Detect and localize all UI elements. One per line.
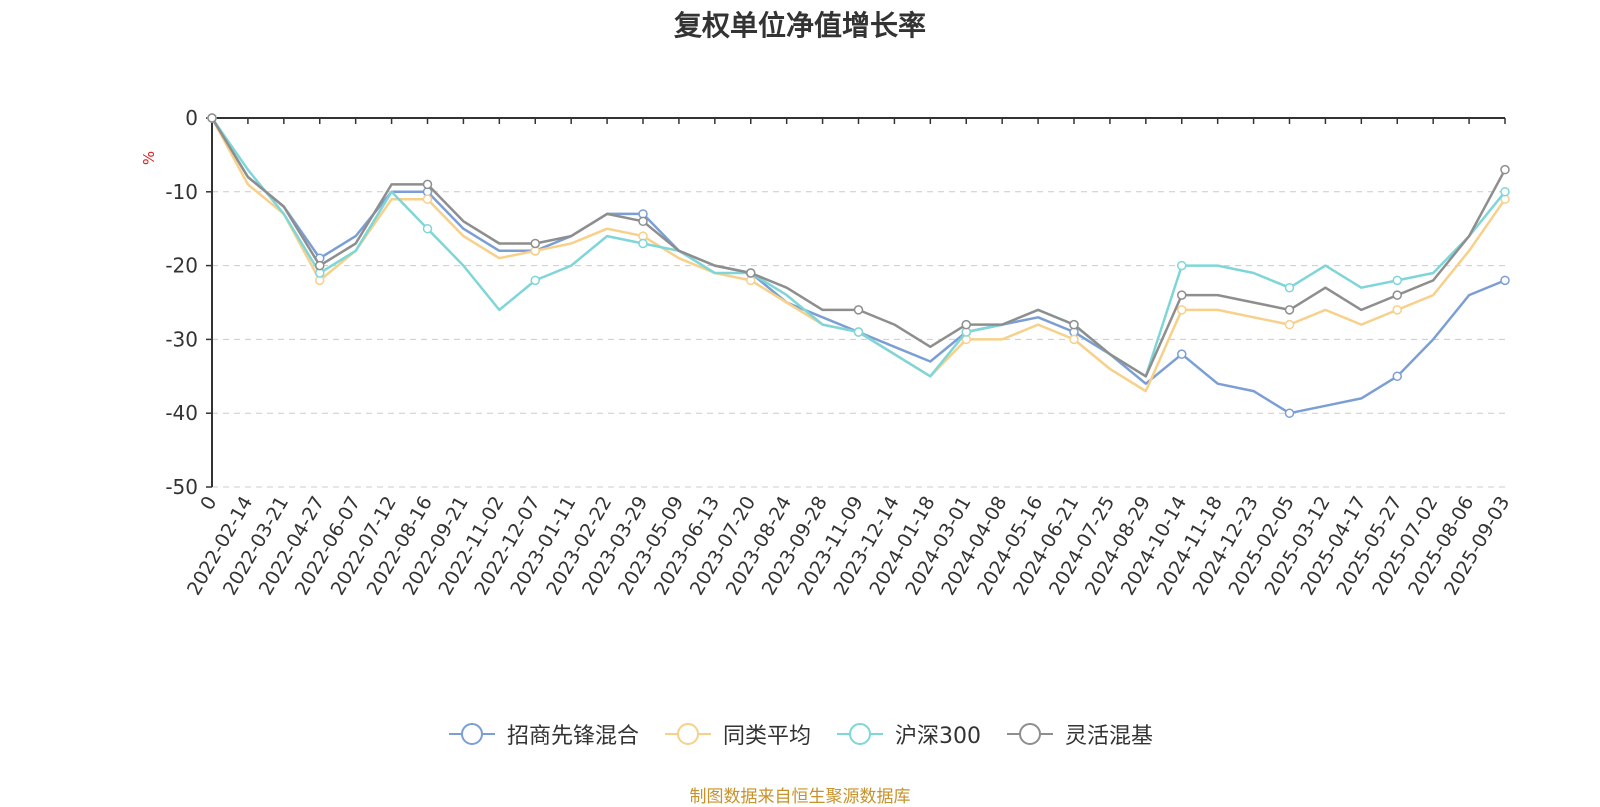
data-point — [1284, 305, 1295, 315]
data-point — [638, 216, 648, 227]
series-line-1 — [210, 117, 1507, 393]
y-tick-label: -20 — [165, 254, 198, 278]
legend-item[interactable]: 招商先锋混合 — [447, 718, 639, 750]
axis-labels: 0-10-20-30-40-50%02022-02-142022-03-2120… — [140, 106, 1514, 599]
legend: 招商先锋混合 同类平均 沪深300 灵活混基 — [0, 718, 1600, 750]
data-point — [315, 260, 325, 271]
data-point — [1069, 319, 1079, 330]
y-tick-label: -30 — [165, 327, 198, 351]
data-point — [1069, 334, 1079, 345]
gridlines — [212, 191, 1505, 488]
data-point — [1500, 275, 1510, 286]
data-point — [422, 179, 433, 190]
data-point — [1392, 290, 1402, 300]
legend-marker-icon — [664, 723, 711, 745]
data-point — [530, 238, 540, 249]
source-note: 制图数据来自恒生聚源数据库 — [689, 787, 911, 807]
series-line-3 — [210, 117, 1507, 378]
data-point — [853, 305, 864, 315]
data-point — [853, 327, 864, 337]
data-point — [1284, 408, 1295, 418]
y-tick-label: -10 — [165, 180, 198, 204]
series-line-0 — [210, 117, 1506, 415]
series-lines — [207, 113, 1510, 418]
legend-label: 招商先锋混合 — [506, 724, 639, 749]
data-point — [1177, 305, 1187, 315]
data-point — [1284, 282, 1295, 293]
legend-label: 灵活混基 — [1065, 724, 1154, 749]
data-point — [422, 194, 433, 204]
y-tick-label: -40 — [165, 401, 198, 425]
data-point — [746, 268, 756, 278]
data-point — [1500, 187, 1510, 197]
data-point — [638, 238, 648, 249]
data-point — [1392, 275, 1402, 286]
data-point — [1177, 349, 1187, 359]
data-point — [422, 223, 433, 234]
data-point — [1177, 260, 1187, 271]
y-tick-label: 0 — [185, 106, 198, 130]
legend-marker-icon — [1007, 723, 1053, 745]
legend-marker-icon — [448, 723, 495, 745]
y-tick-label: -50 — [165, 475, 198, 499]
data-point — [1392, 305, 1402, 315]
y-axis-label: % — [140, 151, 158, 165]
legend-marker-icon — [837, 723, 883, 745]
legend-label: 沪深300 — [895, 724, 981, 749]
data-point — [530, 275, 540, 286]
legend-label: 同类平均 — [722, 724, 811, 749]
data-point — [1392, 371, 1402, 382]
legend-item[interactable]: 灵活混基 — [1005, 718, 1153, 750]
x-tick-label: 0 — [196, 493, 221, 514]
chart-title: 复权单位净值增长率 — [673, 9, 926, 42]
data-point — [1284, 319, 1295, 330]
legend-item[interactable]: 沪深300 — [835, 718, 981, 750]
data-point — [207, 113, 217, 123]
series-line-2 — [210, 117, 1506, 378]
data-point — [1500, 164, 1510, 175]
data-point — [1177, 290, 1187, 300]
data-point — [961, 319, 971, 330]
line-chart: 0-10-20-30-40-50%02022-02-142022-03-2120… — [140, 106, 1514, 599]
legend-item[interactable]: 同类平均 — [663, 718, 811, 750]
axes — [206, 117, 1506, 488]
